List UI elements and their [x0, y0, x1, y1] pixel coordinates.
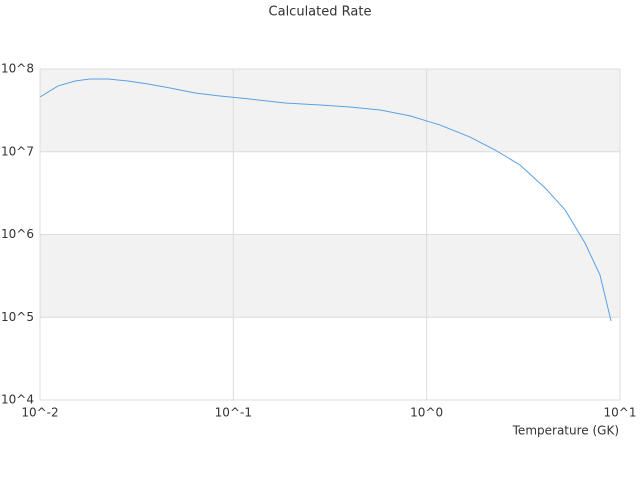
- x-tick-label: 10^1: [604, 406, 637, 420]
- x-tick-label: 10^-2: [21, 406, 58, 420]
- grid-band: [40, 234, 620, 318]
- x-axis-label: Temperature (GK): [512, 424, 619, 438]
- y-tick-label: 10^7: [1, 144, 34, 158]
- x-tick-label: 10^-1: [215, 406, 252, 420]
- x-tick-label: 10^0: [410, 406, 443, 420]
- y-tick-label: 10^5: [1, 310, 34, 324]
- data-line: [39, 78, 612, 322]
- grid-bands: [40, 69, 620, 318]
- y-tick-label: 10^4: [1, 393, 34, 407]
- chart-title: Calculated Rate: [269, 5, 372, 20]
- y-tick-label: 10^6: [1, 227, 34, 241]
- y-tick-label: 10^8: [1, 62, 34, 76]
